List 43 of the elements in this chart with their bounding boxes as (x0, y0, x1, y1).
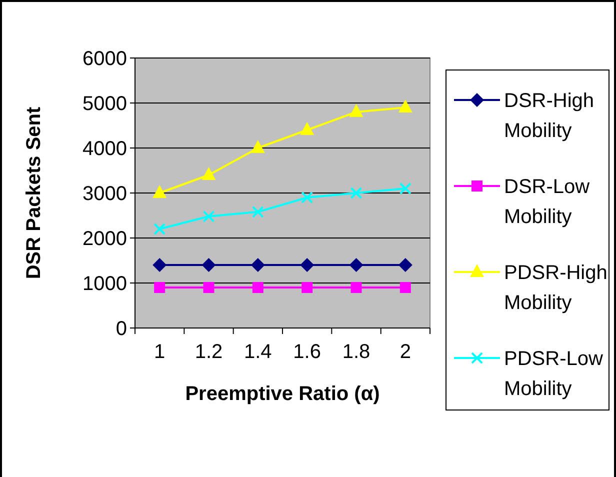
point (202, 258, 216, 272)
point (301, 192, 314, 204)
point (300, 122, 314, 135)
point (152, 185, 167, 198)
point (349, 104, 364, 117)
point (302, 282, 313, 293)
y-tick-label: 6000 (82, 48, 127, 70)
point (154, 223, 166, 235)
point (252, 282, 264, 293)
point (203, 282, 214, 293)
legend-label: DSR-High Mobility (504, 90, 594, 142)
point (349, 258, 364, 272)
legend-label: DSR-Low Mobility (504, 176, 590, 228)
point (350, 282, 362, 293)
legend-label: PDSR-High Mobility (504, 262, 608, 314)
point (398, 258, 412, 272)
y-tick-label: 3000 (82, 183, 127, 205)
point (300, 258, 314, 272)
point (202, 167, 216, 180)
y-tick-label: 2000 (82, 228, 127, 250)
point (152, 258, 167, 272)
point (250, 140, 265, 153)
x-axis-title: Preemptive Ratio (α) (185, 383, 380, 405)
x-tick-label: 1 (154, 341, 166, 363)
x-tick-label: 1.2 (194, 341, 223, 363)
x-tick-label: 1.6 (293, 341, 321, 363)
point (350, 187, 362, 199)
x-tick-label: 1.4 (244, 341, 272, 363)
legend-label: PDSR-Low Mobility (504, 348, 604, 400)
point (399, 182, 412, 194)
y-axis-title: DSR Packets Sent (23, 106, 45, 280)
y-tick-label: 5000 (82, 93, 127, 115)
point (250, 258, 265, 272)
y-tick-label: 0 (116, 318, 127, 340)
x-tick-label: 2 (400, 341, 411, 363)
y-tick-label: 1000 (82, 273, 127, 295)
point (398, 100, 412, 112)
point (400, 282, 411, 293)
x-tick-label: 1.8 (342, 341, 370, 363)
y-tick-label: 4000 (82, 138, 127, 160)
point (252, 206, 264, 218)
point (202, 210, 215, 222)
point (154, 282, 166, 293)
